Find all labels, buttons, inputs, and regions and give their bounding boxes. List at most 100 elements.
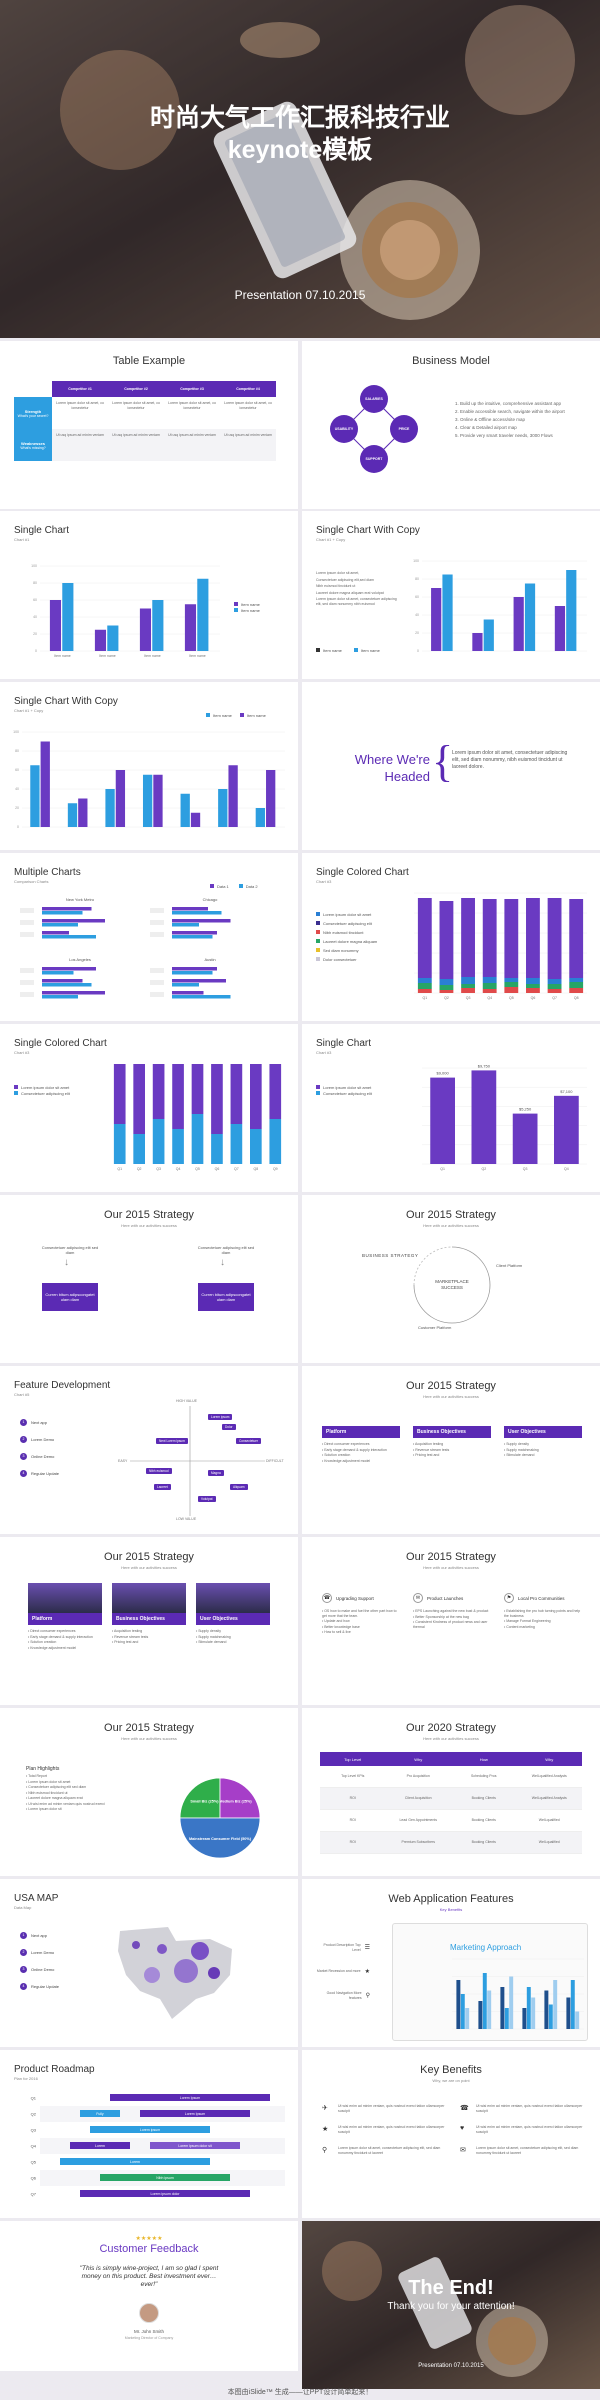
x-tick-label: Q4 xyxy=(564,1167,569,1171)
bar xyxy=(67,803,78,827)
feature-item: Good Navigation More features ⚲ xyxy=(310,1991,370,2000)
bar xyxy=(482,1973,487,2029)
table-cells: Ut usq ipsum ad minim veniam Ut usq ipsum… xyxy=(52,429,276,461)
feature-item-list: 1 Next app 2 Lorem Demo 3 Online Demo 4 Regular… xyxy=(20,1418,59,1486)
bar xyxy=(42,967,96,971)
star-icon: ★ xyxy=(364,1969,370,1975)
slide-subtitle: Here with our activities success xyxy=(423,1736,479,1741)
item-label: Next app xyxy=(31,1932,48,1938)
bar xyxy=(42,935,96,939)
bar xyxy=(431,588,442,651)
row-tag xyxy=(20,968,34,973)
slide-strategy-pie[interactable]: Our 2015 Strategy Here with our activiti… xyxy=(0,1708,298,1876)
row-tag xyxy=(150,908,164,913)
slide-strategy-arrows[interactable]: Our 2015 Strategy Here with our activiti… xyxy=(0,1195,298,1363)
slide-feature-development[interactable]: Feature Development Chart #5 1 Next app 2 L… xyxy=(0,1366,298,1534)
slide-customer-feedback[interactable]: ★★★★★ Customer Feedback "This is simply … xyxy=(0,2221,298,2371)
bar xyxy=(471,1070,497,1164)
bar-segment xyxy=(172,1064,184,1129)
slide-subtitle: Chart #1 + Copy xyxy=(14,708,44,713)
slide-single-chart-2[interactable]: Single Chart Chart #3 Lorem ipsum dolor … xyxy=(302,1024,600,1192)
slide-strategy-icons[interactable]: Our 2015 Strategy Here with our activiti… xyxy=(302,1537,600,1705)
slide-strategy-2020[interactable]: Our 2020 Strategy Here with our activiti… xyxy=(302,1708,600,1876)
slide-subtitle: Chart #3 xyxy=(316,879,332,884)
bar xyxy=(172,907,208,911)
column-heading: Local Pro Communities xyxy=(518,1595,565,1601)
numbered-item: 3 Online Demo xyxy=(20,1452,59,1460)
x-tick-label: Q1 xyxy=(422,996,427,1000)
slide-multiple-charts[interactable]: Multiple Charts Comparison Charts Data 1… xyxy=(0,853,298,1021)
slide-product-roadmap[interactable]: Product Roadmap Plan for 2016 Q1 Q2 Q3 Q4 Q5… xyxy=(0,2050,298,2218)
slide-key-benefits[interactable]: Key Benefits Why, we are on point ✈ Ut wi… xyxy=(302,2050,600,2218)
slide-subtitle: Chart #3 xyxy=(14,1050,30,1055)
table-cell: Scheduling Pros xyxy=(471,1774,497,1779)
slide-strategy-columns[interactable]: Our 2015 Strategy Here with our activiti… xyxy=(302,1366,600,1534)
x-tick-label: Item name xyxy=(189,654,206,658)
item-label: Online Demo xyxy=(31,1453,55,1459)
slide-web-features[interactable]: Web Application Features Key Benefits Pr… xyxy=(302,1879,600,2047)
slide-subtitle: Chart #1 + Copy xyxy=(316,537,346,542)
y-tick-label: 80 xyxy=(415,577,419,581)
bar xyxy=(62,583,74,651)
slide-table-example[interactable]: Table Example Competitor #1 Competitor #2… xyxy=(0,341,298,509)
table-header-row: Top Level Why How Why xyxy=(320,1752,582,1766)
strategy-column: ⚑ Local Pro Communities • Establishing the… xyxy=(504,1593,582,1636)
slide-subtitle: Here with our activities success xyxy=(121,1736,177,1741)
end-photo xyxy=(302,2221,600,2389)
stack-segment xyxy=(526,988,540,993)
bar xyxy=(172,967,217,971)
slide-where-headed[interactable]: Where We're Headed { Lorem ipsum dolor s… xyxy=(302,682,600,850)
cycle-left-label: BUSINESS STRATEGY xyxy=(362,1253,419,1258)
table-row: Weaknesses What's missing? Ut usq ipsum ad… xyxy=(14,429,276,461)
slide-single-colored-chart[interactable]: Single Colored Chart Chart #3 Lorem ipsu… xyxy=(302,853,600,1021)
strategy-columns: Platform • Direct consumer experiences • E… xyxy=(322,1426,582,1464)
usa-map-graphic xyxy=(118,1927,232,2019)
bar xyxy=(483,619,494,651)
slide-strategy-images[interactable]: Our 2015 Strategy Here with our activiti… xyxy=(0,1537,298,1705)
bar-segment xyxy=(152,1119,165,1164)
slide-single-chart-with-copy[interactable]: Single Chart With Copy Chart #1 + Copy L… xyxy=(302,511,600,679)
slide-subtitle: Why, we are on point xyxy=(432,2078,470,2083)
feedback-title: Customer Feedback xyxy=(99,2243,199,2255)
slide-business-model[interactable]: Business Model SALARIES PRICE SUPPORT US… xyxy=(302,341,600,509)
bar-segment xyxy=(113,1064,126,1124)
bar xyxy=(172,995,231,999)
table-cell: Well-qualified Analysts xyxy=(531,1796,567,1801)
slide-the-end[interactable]: The End! Thank you for your attention! P… xyxy=(302,2221,600,2389)
y-tick-label: 100 xyxy=(413,559,419,563)
slide-usa-map[interactable]: USA MAP Data Map 1 Next app 2 Lorem Demo 3 On… xyxy=(0,1879,298,2047)
legend-swatch xyxy=(316,948,320,952)
comparison-table: Competitor #1 Competitor #2 Competitor #3 C… xyxy=(14,381,276,461)
bar xyxy=(255,808,265,827)
stack-segment xyxy=(417,989,432,993)
column-list: • Acquisition testing • Revenue stream te… xyxy=(112,1629,186,1645)
bar xyxy=(218,789,228,827)
bar xyxy=(78,798,88,827)
numbered-item: 4 Regular Update xyxy=(20,1982,59,1990)
table-cell: Ut usq ipsum ad minim veniam xyxy=(168,433,216,437)
stack-segment xyxy=(417,978,432,983)
y-tick-label: 0 xyxy=(417,649,419,653)
bar xyxy=(115,770,126,827)
stack-segment xyxy=(439,979,454,985)
strategy-column: Business Objectives • Acquisition testing… xyxy=(112,1583,186,1651)
plan-list: • Total Report • Lorem ipsum dolor sit am… xyxy=(26,1774,126,1813)
slide-single-chart-with-copy-2[interactable]: Single Chart With Copy Chart #1 + Copy I… xyxy=(0,682,298,850)
where-headed-title-line2: Headed xyxy=(384,769,430,784)
table-cell: Client Acquisition xyxy=(404,1796,432,1801)
legend-swatch xyxy=(316,921,320,925)
roadmap-row-label: Q7 xyxy=(31,2192,37,2197)
pie-label: Mainstream Consumer Field (50%) xyxy=(189,1837,252,1841)
quadrant-tag: Magna xyxy=(208,1470,224,1476)
slide-single-chart[interactable]: Single Chart Chart #1 0 20 40 60 80 100 Item n… xyxy=(0,511,298,679)
column-list-item: • Direct consumer experiences xyxy=(322,1442,370,1446)
roadmap-bar xyxy=(80,2190,250,2197)
table-row: Strength What's your secret? Lorem ipsum d… xyxy=(14,397,276,429)
slide-strategy-cycle[interactable]: Our 2015 Strategy Here with our activiti… xyxy=(302,1195,600,1363)
bar xyxy=(548,2004,553,2029)
stack-segment xyxy=(547,979,562,984)
slide-single-colored-chart-2[interactable]: Single Colored Chart Chart #3 Lorem ipsu… xyxy=(0,1024,298,1192)
column-list-item: • Stimulate demand xyxy=(504,1453,535,1457)
numbered-item: 1 Next app xyxy=(20,1418,59,1426)
cover-slide[interactable]: 时尚大气工作汇报科技行业 keynote模板 Presentation 07.1… xyxy=(0,0,600,338)
